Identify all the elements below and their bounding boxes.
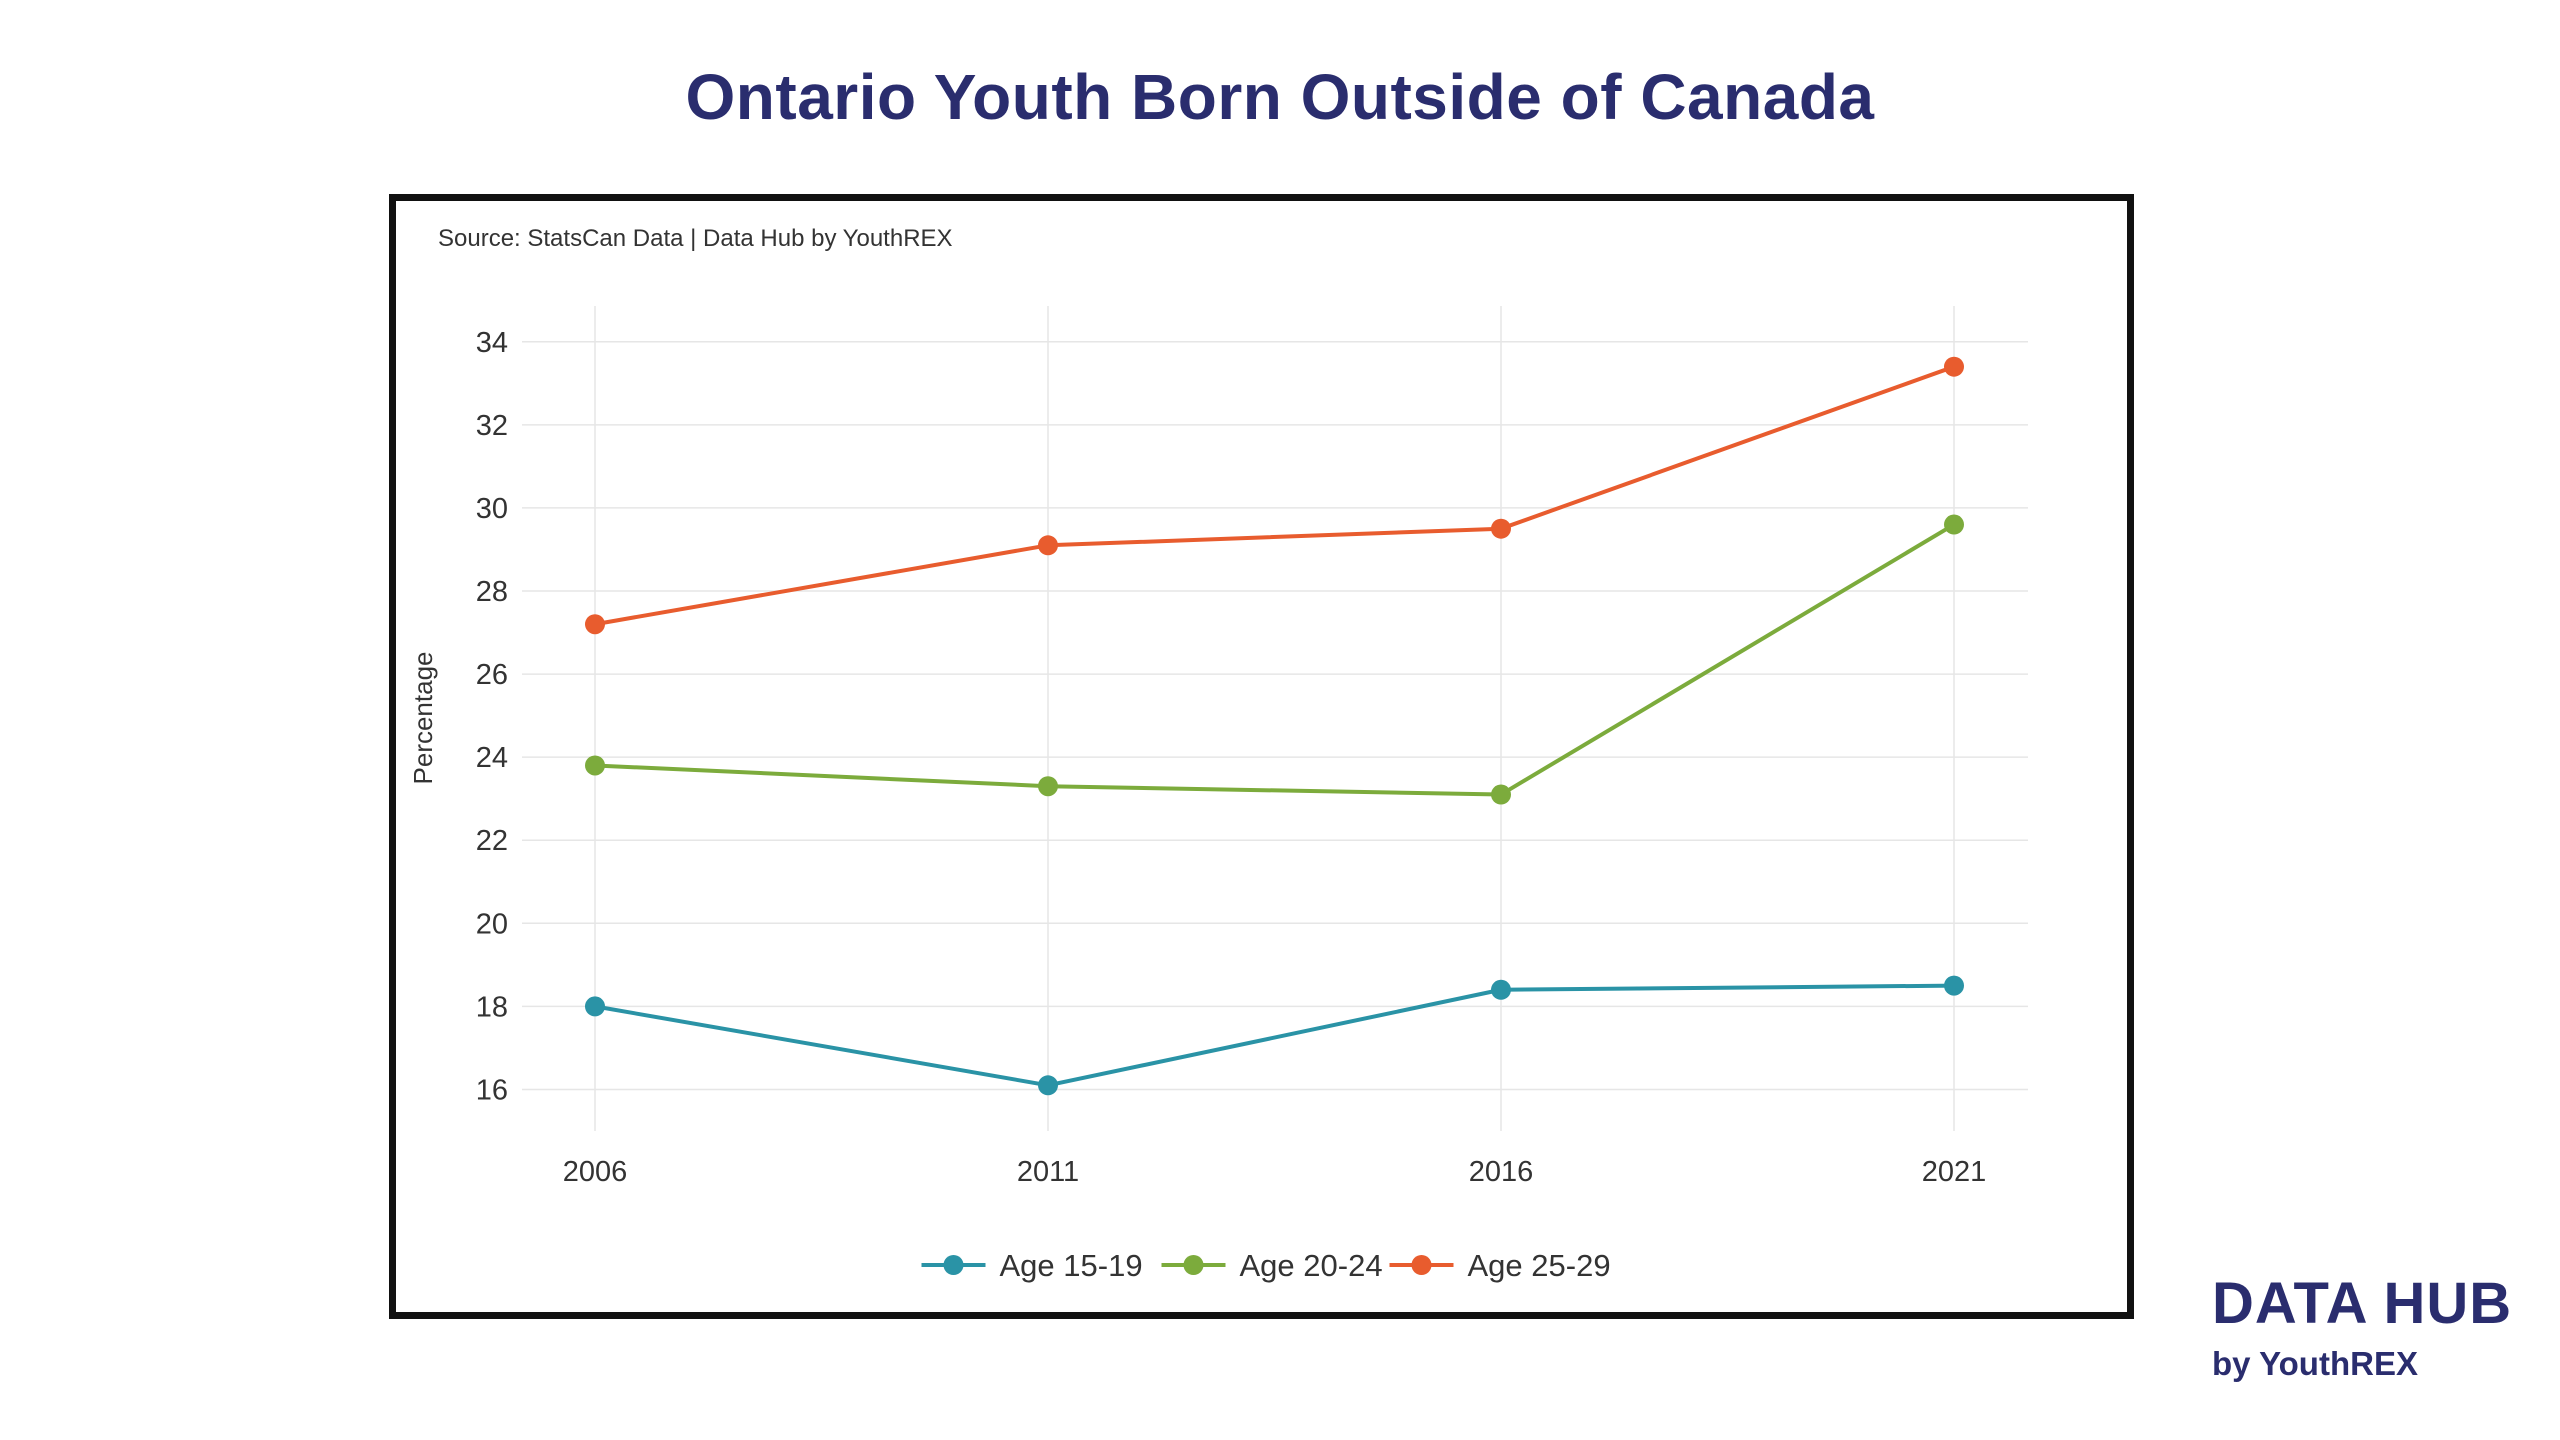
source-note: Source: StatsCan Data | Data Hub by Yout… (438, 225, 953, 252)
legend-swatch-marker (1183, 1255, 1204, 1275)
data-point[interactable] (1491, 979, 1511, 1000)
y-tick-label: 20 (476, 908, 508, 940)
y-tick-label: 22 (476, 825, 508, 857)
y-tick-label: 18 (476, 991, 508, 1023)
data-point[interactable] (1491, 784, 1511, 805)
page-title: Ontario Youth Born Outside of Canada (685, 61, 1875, 133)
legend-item[interactable]: Age 15-19 (921, 1248, 1143, 1283)
x-tick-label: 2011 (1017, 1156, 1079, 1188)
y-tick-label: 26 (476, 659, 508, 691)
data-point[interactable] (1944, 356, 1964, 377)
data-point[interactable] (1944, 975, 1964, 996)
data-point[interactable] (1944, 514, 1964, 535)
x-tick-label: 2006 (563, 1156, 628, 1188)
brand-sub-text: by YouthREX (2212, 1345, 2418, 1382)
y-tick-label: 34 (476, 327, 508, 359)
data-point[interactable] (585, 996, 605, 1017)
data-point[interactable] (1038, 776, 1058, 797)
series-0 (585, 975, 1964, 1096)
y-tick-label: 24 (476, 742, 508, 774)
legend-swatch-marker (1411, 1255, 1432, 1275)
legend-item[interactable]: Age 25-29 (1389, 1248, 1611, 1283)
y-tick-label: 30 (476, 493, 508, 525)
legend-item[interactable]: Age 20-24 (1161, 1248, 1383, 1283)
series-line (594, 364, 1955, 627)
y-tick-label: 28 (476, 576, 508, 608)
y-tick-label: 32 (476, 410, 508, 442)
legend-label: Age 20-24 (1240, 1248, 1383, 1283)
series-2 (585, 356, 1964, 635)
grid-layer (522, 306, 2028, 1131)
data-point[interactable] (585, 755, 605, 776)
legend-layer: Age 15-19 Age 20-24 Age 25-29 (921, 1248, 1611, 1283)
y-axis-label: Percentage (408, 652, 438, 785)
data-point[interactable] (1491, 518, 1511, 539)
axis-layer: 16 18 20 22 24 26 28 30 32 34 2006 2011 2016 2021 Perc… (408, 327, 1986, 1188)
data-point[interactable] (585, 614, 605, 635)
legend-swatch-marker (943, 1255, 964, 1275)
series-line (594, 983, 1955, 1088)
brand-logo: DATA HUB by YouthREX (2212, 1271, 2513, 1382)
series-1 (585, 514, 1964, 805)
brand-main-text: DATA HUB (2212, 1271, 2513, 1336)
series-layer (585, 356, 1964, 1096)
legend-label: Age 15-19 (1000, 1248, 1143, 1283)
x-tick-label: 2021 (1922, 1156, 1987, 1188)
y-tick-label: 16 (476, 1074, 508, 1106)
line-chart: 16 18 20 22 24 26 28 30 32 34 2006 2011 2016 2021 Perc… (408, 306, 2028, 1283)
x-tick-label: 2016 (1469, 1156, 1534, 1188)
legend-label: Age 25-29 (1468, 1248, 1611, 1283)
data-point[interactable] (1038, 1075, 1058, 1096)
series-line (594, 522, 1956, 797)
chart-frame: Source: StatsCan Data | Data Hub by Yout… (389, 194, 2134, 1319)
data-point[interactable] (1038, 535, 1058, 556)
